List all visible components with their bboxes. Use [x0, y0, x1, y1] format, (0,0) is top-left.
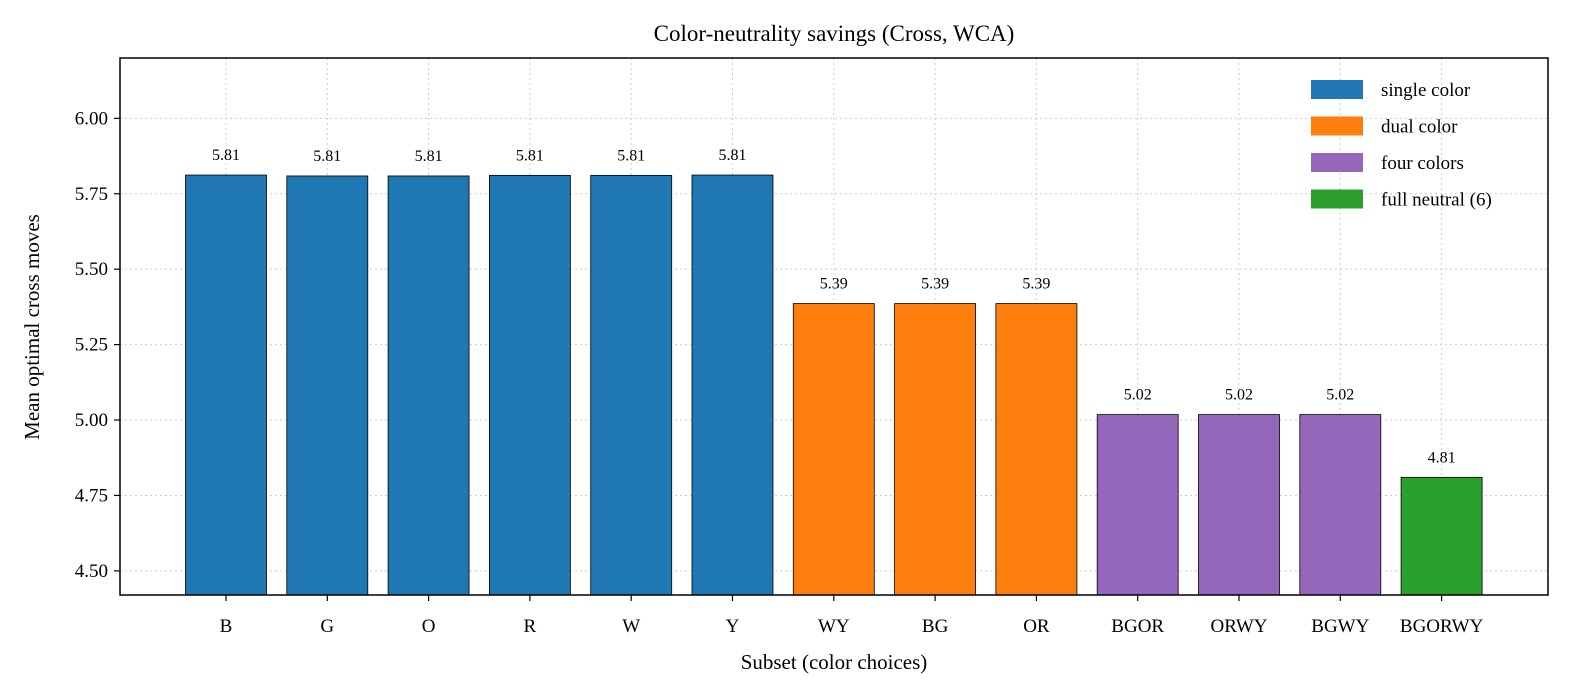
bar-WY — [792, 303, 875, 596]
legend: single color dual color four colors full ne… — [1311, 80, 1492, 211]
legend-label-single: single color — [1381, 80, 1471, 101]
legend-swatch-four — [1311, 153, 1363, 172]
y-axis-title: Mean optimal cross moves — [20, 214, 44, 440]
x-tick-label-OR: OR — [1023, 616, 1050, 637]
data-label-BGWY: 5.02 — [1326, 387, 1354, 404]
x-tick-label-B: B — [220, 616, 233, 637]
data-label-G: 5.81 — [313, 148, 341, 165]
x-tick-label-Y: Y — [726, 616, 740, 637]
legend-label-four: four colors — [1381, 153, 1464, 174]
x-axis: B G O R W Y WY BG OR BGOR ORWY BGWY BGORWY — [220, 595, 1484, 637]
legend-swatch-full — [1311, 189, 1363, 209]
data-label-WY: 5.39 — [820, 276, 848, 293]
bar-G — [286, 175, 369, 596]
x-tick-label-BGORWY: BGORWY — [1400, 616, 1484, 637]
data-label-BG: 5.39 — [921, 276, 949, 293]
legend-label-full: full neutral (6) — [1381, 190, 1492, 211]
bar-BGWY — [1299, 414, 1382, 596]
data-label-BGOR: 5.02 — [1124, 387, 1152, 404]
bar-O — [387, 175, 470, 596]
bar-R — [488, 174, 571, 596]
data-labels: 5.81 5.81 5.81 5.81 5.81 5.81 5.39 5.39 5.39 5.02… — [212, 147, 1456, 466]
bars — [185, 174, 1483, 596]
legend-swatch-dual — [1311, 116, 1363, 136]
chart-title: Color-neutrality savings (Cross, WCA) — [654, 21, 1015, 46]
data-label-OR: 5.39 — [1022, 276, 1050, 293]
x-tick-label-O: O — [422, 616, 436, 637]
x-tick-label-R: R — [524, 616, 537, 637]
bar-B — [185, 174, 267, 596]
y-axis: 4.50 4.75 5.00 5.25 5.50 5.75 6.00 — [75, 108, 120, 582]
bar-BG — [894, 303, 976, 596]
bar-Y — [691, 174, 774, 596]
x-tick-label-BGOR: BGOR — [1111, 616, 1164, 637]
data-label-R: 5.81 — [516, 147, 544, 164]
bar-BGORWY — [1400, 476, 1483, 596]
legend-label-dual: dual color — [1381, 117, 1458, 138]
x-tick-label-BG: BG — [922, 616, 949, 637]
data-label-Y: 5.81 — [719, 147, 747, 164]
x-tick-label-ORWY: ORWY — [1211, 616, 1268, 637]
y-tick-label: 4.50 — [75, 561, 108, 582]
data-label-BGORWY: 4.81 — [1428, 449, 1456, 466]
y-tick-label: 5.25 — [75, 335, 108, 356]
y-tick-label: 5.50 — [75, 259, 108, 280]
bar-ORWY — [1198, 414, 1280, 596]
data-label-B: 5.81 — [212, 147, 240, 164]
y-tick-label: 4.75 — [75, 485, 108, 506]
x-tick-label-WY: WY — [818, 616, 850, 637]
x-tick-label-BGWY: BGWY — [1311, 616, 1369, 637]
legend-swatch-single — [1311, 80, 1363, 99]
y-tick-label: 5.75 — [75, 184, 108, 205]
y-tick-label: 6.00 — [75, 108, 108, 129]
x-axis-title: Subset (color choices) — [741, 650, 928, 674]
data-label-ORWY: 5.02 — [1225, 387, 1253, 404]
bar-W — [590, 174, 673, 596]
bar-BGOR — [1096, 414, 1179, 596]
bar-OR — [995, 303, 1078, 596]
data-label-W: 5.81 — [617, 147, 645, 164]
x-tick-label-W: W — [622, 616, 640, 637]
data-label-O: 5.81 — [415, 148, 443, 165]
x-tick-label-G: G — [320, 616, 334, 637]
y-tick-label: 5.00 — [75, 410, 108, 431]
